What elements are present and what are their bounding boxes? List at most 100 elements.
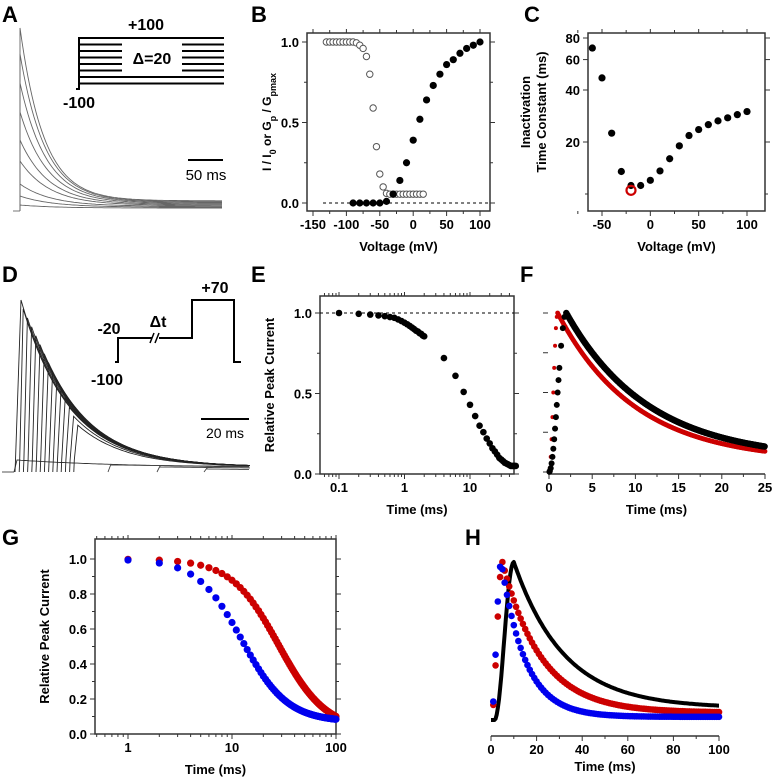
chart-f-x-tick-label: 25 <box>758 480 772 495</box>
chart-h-red-point <box>519 620 527 628</box>
chart-c-tau-point <box>666 155 674 163</box>
chart-c-highlight-point <box>625 184 637 196</box>
panel-letter-f: F <box>520 262 533 287</box>
chart-h-x-axis-label: Time (ms) <box>574 759 635 774</box>
panel-d-trace <box>73 424 250 473</box>
chart-b-activation-point <box>369 199 377 207</box>
chart-b-inactivation-point <box>379 183 387 191</box>
chart-c-tau-point <box>724 114 732 122</box>
chart-b-activation-point <box>463 44 471 53</box>
chart-g-red-point <box>187 559 195 567</box>
chart-b-y-tick-label: 0.0 <box>281 196 299 211</box>
panel-a-trace <box>19 195 222 211</box>
chart-b-inactivation-point <box>362 52 371 61</box>
chart-b-x-tick-label: -100 <box>333 217 359 232</box>
chart-g-blue-point <box>174 564 182 572</box>
chart-e-recovery-point <box>381 312 389 320</box>
chart-e-recovery-point <box>366 311 374 318</box>
chart-b-activation-point <box>409 136 417 144</box>
panel-a-trace <box>19 53 223 211</box>
chart-h-blue-point <box>517 644 524 652</box>
chart-b-x-tick-label: 0 <box>410 217 417 232</box>
chart-f-x-tick-label: 20 <box>715 480 729 495</box>
chart-c-tau-point <box>608 129 616 137</box>
chart-b-inactivation-point <box>376 170 384 178</box>
chart-b-inactivation-point <box>419 190 427 198</box>
chart-b-activation-point <box>449 56 457 64</box>
chart-b-activation-point <box>443 60 451 69</box>
chart-h-blue-point <box>494 598 502 605</box>
chart-f-black-point <box>550 445 557 452</box>
chart-h: 0 20 40 60 80 100 Time (ms) <box>487 558 730 774</box>
chart-g-blue-point <box>228 618 236 627</box>
chart-c-tau-point <box>656 167 664 175</box>
chart-c-y-axis-label-line2: Time Constant (ms) <box>534 51 549 172</box>
chart-h-blue-point <box>508 612 515 620</box>
chart-b-activation-point <box>422 96 431 104</box>
chart-h-x-tick-label: 20 <box>529 742 543 757</box>
chart-b-activation-point <box>469 41 477 49</box>
panel-letter-c: C <box>524 2 540 27</box>
chart-c-x-tick-label: 100 <box>736 217 758 232</box>
chart-b-x-tick-label: 50 <box>439 217 453 232</box>
panel-d-trace <box>14 299 250 473</box>
panel-d-scalebar-label: 20 ms <box>206 425 244 441</box>
chart-f-black-point <box>559 325 566 332</box>
panel-letter-e: E <box>251 262 266 287</box>
chart-b-activation-point <box>376 199 384 207</box>
chart-f-black-point <box>761 443 768 450</box>
chart-g-blue-point <box>212 594 220 602</box>
chart-f-black-point <box>548 460 555 467</box>
panel-d-late-trace <box>107 463 249 473</box>
chart-g-blue-point <box>155 559 163 567</box>
chart-e-y-tick-label: 0.0 <box>294 467 312 482</box>
panel-d-voltage-protocol <box>115 299 241 363</box>
chart-e-x-tick-label: 1 <box>401 480 408 495</box>
panel-letter-d: D <box>2 262 18 287</box>
chart-h-blue-point <box>503 591 511 599</box>
chart-c-tau-point <box>598 74 606 82</box>
chart-c-tau-point <box>617 167 625 176</box>
chart-h-blue-point <box>515 637 522 645</box>
chart-c: -50 0 50 100 20 40 60 80 Voltage (mV) Inactivatio… <box>518 29 770 254</box>
panel-a-step-label-bg <box>122 41 182 75</box>
panel-a-trace <box>19 204 222 211</box>
panel-d-current-traces <box>2 299 251 473</box>
panel-d-interval-label: Δt <box>150 314 168 331</box>
chart-f-black-point <box>554 389 561 396</box>
chart-h-blue-point <box>519 650 527 658</box>
chart-f-black-point <box>549 453 556 460</box>
chart-c-tau-point <box>743 107 751 116</box>
panel-d-pre-voltage: -20 <box>97 321 120 338</box>
chart-b-activation-point <box>389 190 397 198</box>
chart-e-frame <box>319 295 515 475</box>
chart-g-blue-point <box>232 626 240 634</box>
chart-h-blue-point <box>512 630 520 637</box>
chart-b-activation-point <box>429 81 437 90</box>
chart-g-red-point <box>174 557 182 566</box>
chart-g-blue-point <box>236 633 244 641</box>
chart-b-activation-point <box>416 115 424 123</box>
chart-g-blue-point <box>218 602 226 610</box>
chart-h-blue-point <box>505 602 513 610</box>
chart-h-blue-point <box>510 621 518 629</box>
chart-g-blue-point <box>240 639 248 648</box>
chart-g-y-tick-label: 0.2 <box>69 692 87 707</box>
chart-b-frame <box>306 32 491 212</box>
chart-b-activation-point <box>396 176 404 185</box>
chart-b-activation-point <box>456 49 464 57</box>
panel-a-hold-voltage: -100 <box>63 95 95 112</box>
chart-e-recovery-point <box>460 388 467 396</box>
chart-c-y-tick-label: 40 <box>566 83 580 98</box>
chart-e-x-tick-label: 10 <box>463 480 477 495</box>
chart-g-y-tick-label: 0.8 <box>69 587 87 602</box>
chart-c-tau-point <box>685 131 693 140</box>
chart-b-activation-point <box>356 199 364 207</box>
chart-g-y-axis-label: Relative Peak Current <box>37 569 52 704</box>
panel-d-late-trace <box>203 466 249 473</box>
chart-b-inactivation-point <box>369 104 377 112</box>
chart-h-x-tick-label: 100 <box>708 742 730 757</box>
chart-e-y-axis-label: Relative Peak Current <box>262 317 277 452</box>
chart-b-x-axis-label: Voltage (mV) <box>359 239 438 254</box>
chart-g-blue-point <box>332 715 340 723</box>
